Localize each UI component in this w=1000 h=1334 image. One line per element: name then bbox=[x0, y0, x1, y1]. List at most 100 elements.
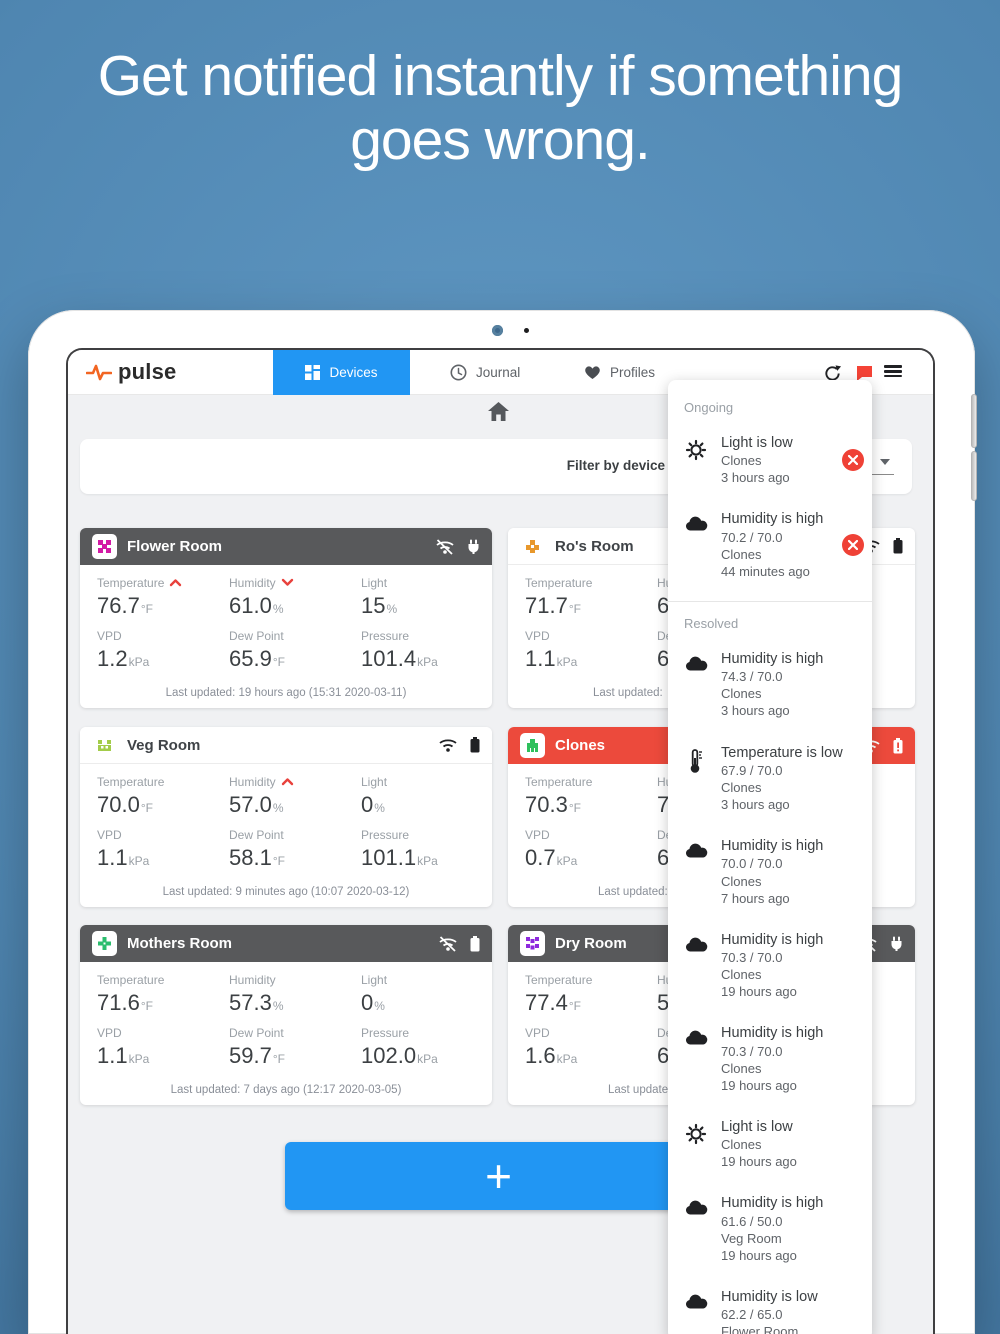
sun-icon bbox=[682, 438, 710, 486]
brand-name: pulse bbox=[118, 359, 177, 384]
divider bbox=[668, 601, 872, 603]
room-card-veg-room[interactable]: Veg Room Temperature 70.0°F bbox=[80, 727, 492, 907]
pulse-logo-icon bbox=[86, 364, 112, 381]
trend-up-icon bbox=[281, 778, 293, 786]
cloud-icon bbox=[682, 1292, 710, 1334]
clones-icon bbox=[520, 733, 545, 758]
device-filter-select[interactable] bbox=[858, 447, 894, 475]
dismiss-button[interactable] bbox=[842, 534, 864, 557]
room-card-header: Mothers Room bbox=[80, 925, 492, 962]
home-button[interactable] bbox=[488, 402, 512, 426]
metric-vpd: VPD 1.1kPa bbox=[97, 827, 150, 871]
room-name: Mothers Room bbox=[127, 935, 232, 952]
metric-temperature: Temperature 71.6°F bbox=[97, 972, 165, 1016]
flower-room-icon bbox=[92, 534, 117, 559]
pulse-logo[interactable]: pulse bbox=[86, 359, 176, 385]
battery-alert-icon bbox=[893, 737, 903, 753]
refresh-button[interactable] bbox=[820, 361, 844, 385]
cloud-icon bbox=[682, 514, 710, 580]
flag-icon bbox=[856, 365, 872, 381]
metric-temperature: Temperature 76.7°F bbox=[97, 575, 227, 619]
room-card-flower-room[interactable]: Flower Room Temperature bbox=[80, 528, 492, 708]
tab-devices[interactable]: Devices bbox=[273, 350, 410, 395]
notifications-button[interactable] bbox=[852, 361, 876, 385]
filter-label: Filter by device bbox=[566, 458, 665, 473]
metric-temperature: Temperature 71.7°F bbox=[525, 575, 593, 619]
metric-dew-point: Dew Point 65.9°F bbox=[229, 628, 285, 672]
resolved-section-label: Resolved bbox=[684, 616, 739, 632]
notification-item[interactable]: Light is low Clones 19 hours ago bbox=[668, 1109, 872, 1185]
volume-down-button bbox=[971, 451, 977, 501]
tab-devices-label: Devices bbox=[329, 365, 378, 380]
notification-item[interactable]: Temperature is low 67.9 / 70.0 Clones 3 … bbox=[668, 735, 872, 829]
tab-journal-label: Journal bbox=[476, 365, 521, 380]
plug-icon bbox=[891, 936, 902, 951]
metric-vpd: VPD 1.1kPa bbox=[525, 628, 578, 672]
notification-item[interactable]: Humidity is low 62.2 / 65.0 Flower Room bbox=[668, 1279, 872, 1334]
metric-temperature: Temperature 70.3°F bbox=[525, 774, 593, 818]
metric-humidity: Humidity 61.0% bbox=[229, 575, 359, 619]
refresh-icon bbox=[824, 364, 841, 381]
metric-humidity: Humidity 57.0% bbox=[229, 774, 359, 818]
room-name: Flower Room bbox=[127, 538, 223, 555]
room-card-body: Temperature 70.0°F Humidity 57.0% Light … bbox=[80, 764, 492, 907]
plug-icon bbox=[468, 539, 479, 554]
room-card-body: Temperature 71.6°F Humidity 57.3% Light … bbox=[80, 962, 492, 1105]
close-icon bbox=[848, 540, 858, 551]
metric-vpd: VPD 0.7kPa bbox=[525, 827, 578, 871]
chevron-down-icon bbox=[880, 459, 890, 465]
heart-icon bbox=[585, 366, 600, 379]
notifications-panel: Ongoing Light is low Clones 3 hours ago bbox=[668, 380, 872, 1334]
metric-light: Light 0% bbox=[361, 972, 388, 1016]
cloud-icon bbox=[682, 841, 710, 907]
notification-device: Clones bbox=[721, 453, 762, 469]
notification-item[interactable]: Humidity is high 70.3 / 70.0 Clones 19 h… bbox=[668, 922, 872, 1016]
menu-button[interactable] bbox=[884, 361, 908, 385]
tab-profiles-label: Profiles bbox=[610, 365, 656, 380]
notification-time: 44 minutes ago bbox=[721, 563, 810, 579]
metric-light: Light 15% bbox=[361, 575, 398, 619]
metric-temperature: Temperature 70.0°F bbox=[97, 774, 165, 818]
room-card-mothers-room[interactable]: Mothers Room Temperature 71.6° bbox=[80, 925, 492, 1105]
room-card-body: Temperature 76.7°F Humidity 61.0% Light … bbox=[80, 565, 492, 708]
add-device-button[interactable]: + bbox=[285, 1142, 712, 1210]
plus-icon: + bbox=[485, 1150, 512, 1202]
sun-icon bbox=[682, 1122, 710, 1170]
last-updated: Last updated: bbox=[608, 1084, 678, 1096]
room-card-header: Flower Room bbox=[80, 528, 492, 565]
tab-journal[interactable]: Journal bbox=[450, 350, 520, 395]
notification-item[interactable]: Humidity is high 70.0 / 70.0 Clones 7 ho… bbox=[668, 828, 872, 922]
notification-item[interactable]: Humidity is high 61.6 / 50.0 Veg Room 19… bbox=[668, 1185, 872, 1279]
ros-room-icon bbox=[520, 533, 545, 559]
last-updated: Last updated: 7 days ago (12:17 2020-03-… bbox=[170, 1084, 402, 1096]
volume-up-button bbox=[971, 394, 977, 448]
notification-device: Clones bbox=[721, 546, 762, 562]
metric-pressure: Pressure 102.0kPa bbox=[361, 1025, 438, 1069]
camera-dot bbox=[492, 325, 503, 336]
close-icon bbox=[848, 455, 858, 466]
last-updated: Last updated: 19 hours ago (15:31 2020-0… bbox=[165, 687, 407, 699]
metric-temperature: Temperature 77.4°F bbox=[525, 972, 593, 1016]
tab-profiles[interactable]: Profiles bbox=[584, 350, 655, 395]
metric-vpd: VPD 1.6kPa bbox=[525, 1025, 578, 1069]
metric-dew-point: Dew Point 59.7°F bbox=[229, 1025, 285, 1069]
metric-pressure: Pressure 101.1kPa bbox=[361, 827, 438, 871]
battery-icon bbox=[893, 538, 903, 554]
notification-item[interactable]: Humidity is high 70.3 / 70.0 Clones 19 h… bbox=[668, 1015, 872, 1109]
last-updated: Last updated: 9 minutes ago (10:07 2020-… bbox=[162, 886, 410, 898]
notification-item[interactable]: Light is low Clones 3 hours ago bbox=[668, 425, 872, 501]
navbar: pulse Devices Journal bbox=[68, 350, 933, 395]
room-card-header: Veg Room bbox=[80, 727, 492, 764]
trend-up-icon bbox=[170, 579, 182, 587]
room-name: Ro's Room bbox=[555, 537, 634, 555]
veg-room-icon bbox=[92, 732, 117, 758]
home-icon bbox=[488, 402, 509, 421]
grid-icon bbox=[305, 365, 321, 380]
battery-icon bbox=[470, 935, 480, 951]
cloud-icon bbox=[682, 1028, 710, 1094]
sensor-dot bbox=[524, 328, 529, 333]
notification-item[interactable]: Humidity is high 70.2 / 70.0 Clones 44 m… bbox=[668, 501, 872, 595]
wifi-icon bbox=[439, 739, 457, 752]
dismiss-button[interactable] bbox=[842, 449, 864, 472]
notification-item[interactable]: Humidity is high 74.3 / 70.0 Clones 3 ho… bbox=[668, 641, 872, 735]
